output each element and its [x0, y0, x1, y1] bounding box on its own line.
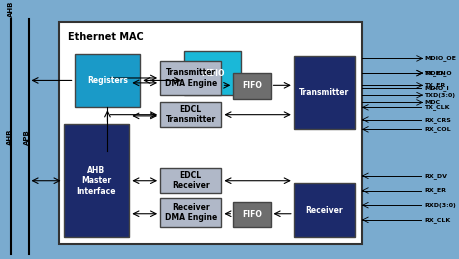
Text: AHB: AHB	[8, 1, 14, 17]
Text: MDC: MDC	[425, 100, 441, 105]
Text: TXD(3:0): TXD(3:0)	[425, 93, 455, 98]
Text: AHB: AHB	[6, 128, 13, 145]
Text: TX_ER: TX_ER	[425, 82, 446, 88]
FancyBboxPatch shape	[233, 202, 270, 227]
FancyBboxPatch shape	[160, 61, 221, 95]
Text: Registers: Registers	[87, 76, 128, 85]
Text: EDCL
Transmitter: EDCL Transmitter	[166, 105, 216, 124]
FancyBboxPatch shape	[294, 183, 355, 237]
Text: MDIO_O: MDIO_O	[425, 70, 452, 76]
FancyBboxPatch shape	[160, 103, 221, 127]
Text: MDIO_I: MDIO_I	[425, 85, 449, 91]
FancyBboxPatch shape	[160, 169, 221, 193]
Text: RXD(3:0): RXD(3:0)	[425, 203, 456, 208]
Text: APB: APB	[24, 129, 30, 145]
Text: RX_DV: RX_DV	[425, 173, 448, 179]
Text: MDIO_OE: MDIO_OE	[425, 55, 456, 61]
Text: Transmitter
DMA Engine: Transmitter DMA Engine	[165, 68, 217, 88]
Text: FIFO: FIFO	[242, 210, 262, 219]
FancyBboxPatch shape	[184, 51, 241, 95]
Text: TX_EN: TX_EN	[425, 70, 446, 76]
Text: AHB
Master
Interface: AHB Master Interface	[77, 166, 116, 196]
Text: Ethernet MAC: Ethernet MAC	[68, 32, 144, 41]
FancyBboxPatch shape	[160, 198, 221, 227]
Text: RX_CLK: RX_CLK	[425, 217, 451, 223]
FancyBboxPatch shape	[64, 125, 129, 237]
Text: Receiver
DMA Engine: Receiver DMA Engine	[165, 203, 217, 222]
Text: Receiver: Receiver	[306, 206, 343, 214]
Text: FIFO: FIFO	[242, 81, 262, 90]
Text: RX_COL: RX_COL	[425, 126, 451, 132]
FancyBboxPatch shape	[294, 56, 355, 129]
Text: RX_CRS: RX_CRS	[425, 117, 451, 123]
Text: MDIO: MDIO	[201, 69, 224, 78]
FancyBboxPatch shape	[74, 54, 140, 107]
Text: RX_ER: RX_ER	[425, 188, 447, 193]
FancyBboxPatch shape	[233, 73, 270, 99]
Text: EDCL
Receiver: EDCL Receiver	[172, 171, 210, 190]
FancyBboxPatch shape	[59, 22, 362, 244]
Text: TX_CLK: TX_CLK	[425, 104, 450, 110]
Text: Transmitter: Transmitter	[299, 88, 350, 97]
